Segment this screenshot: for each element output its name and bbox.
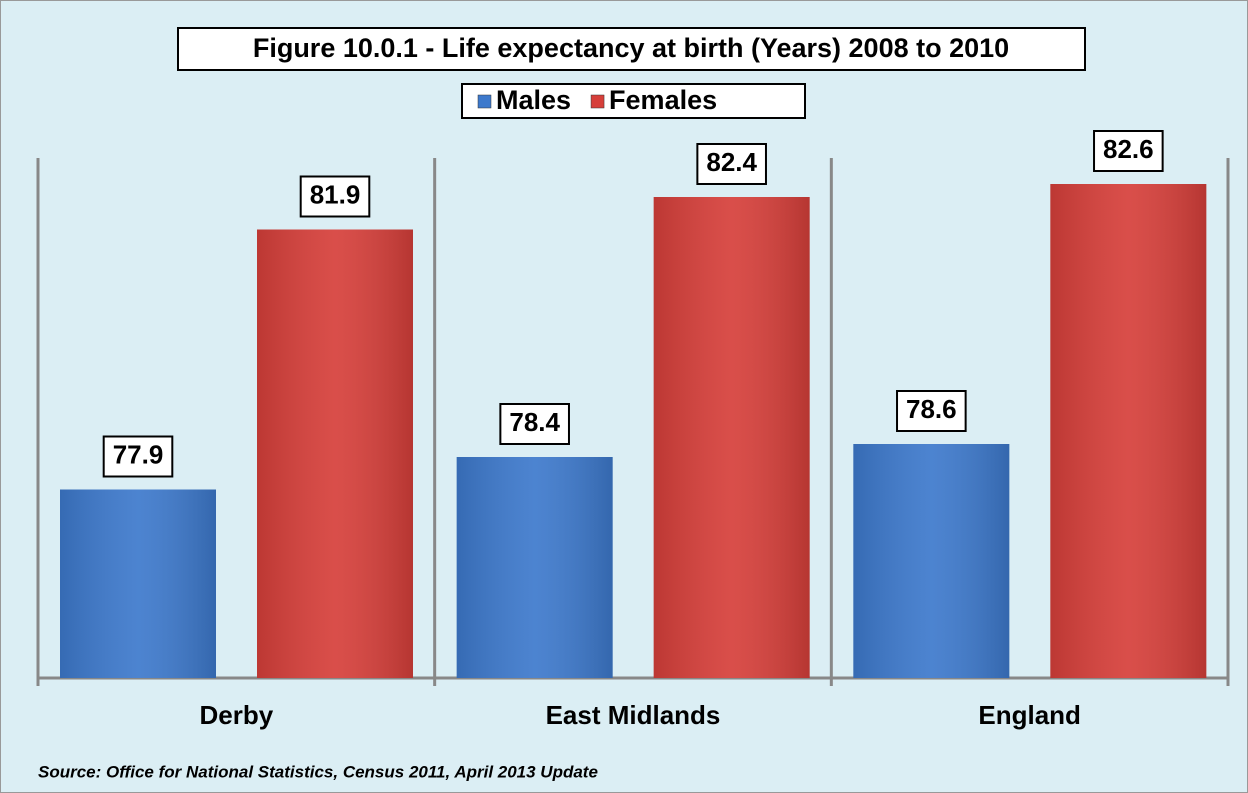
data-label-box: [102, 435, 174, 478]
legend-swatch: [477, 94, 492, 109]
x-tick-label: East Midlands: [546, 700, 721, 730]
chart-title: Figure 10.0.1 - Life expectancy at birth…: [253, 33, 1009, 63]
bar-shade: [1050, 184, 1207, 678]
data-label-box: [299, 175, 371, 218]
source-note: Source: Office for National Statistics, …: [38, 762, 598, 781]
data-label-box: [499, 403, 570, 445]
bar-shade: [853, 444, 1010, 678]
x-tick-label: Derby: [199, 700, 273, 730]
x-tick-label: England: [978, 700, 1081, 730]
bar-shade: [60, 489, 216, 678]
data-label: 78.4: [509, 407, 560, 437]
legend-box: [461, 83, 806, 119]
data-label-box: [1093, 130, 1164, 172]
data-label: 82.4: [706, 147, 757, 177]
bar-shade: [257, 229, 413, 678]
legend-swatch: [590, 94, 605, 109]
data-label-box: [696, 143, 767, 185]
legend-label: Males: [496, 85, 571, 115]
data-label: 78.6: [906, 394, 957, 424]
data-label-box: [896, 390, 967, 432]
data-label: 82.6: [1103, 134, 1154, 164]
legend-label: Females: [609, 85, 717, 115]
title-box: [177, 27, 1086, 71]
bar-shade: [653, 197, 810, 678]
data-label: 77.9: [113, 439, 164, 469]
data-label: 81.9: [310, 179, 361, 209]
bar-shade: [456, 457, 613, 678]
